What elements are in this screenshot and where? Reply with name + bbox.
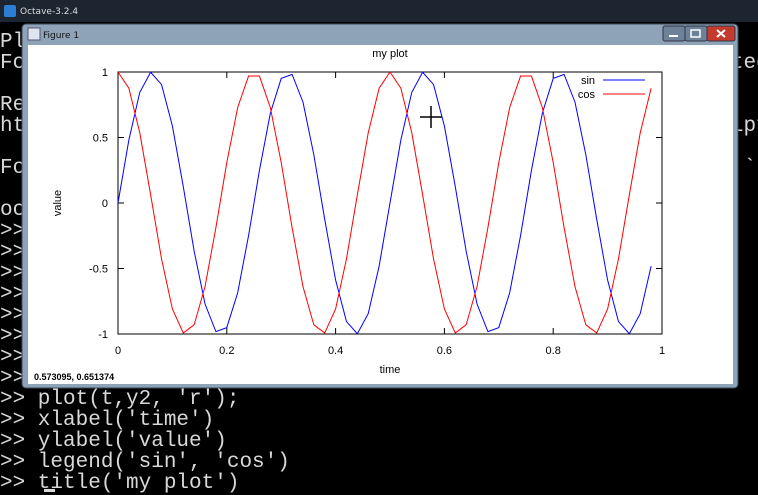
y-axis-label: value xyxy=(52,190,64,216)
terminal-line: >> xyxy=(0,283,25,306)
x-tick-label: 0.8 xyxy=(546,345,561,357)
legend-label: sin xyxy=(581,75,595,87)
status-text: 0.573095, 0.651374 xyxy=(34,372,114,382)
legend-label: cos xyxy=(578,89,596,101)
terminal-line: >> legend('sin', 'cos') xyxy=(0,451,290,474)
app-icon xyxy=(4,5,16,17)
x-tick-label: 0 xyxy=(115,345,121,357)
y-tick-label: -0.5 xyxy=(89,264,108,276)
y-tick-label: 0 xyxy=(102,198,108,210)
app-title-bar xyxy=(0,0,758,22)
close-icon xyxy=(716,29,726,38)
maximize-button[interactable] xyxy=(684,25,708,42)
terminal-line: >> xyxy=(0,325,25,348)
terminal-line: >> xyxy=(0,220,25,243)
terminal-line: >> title('my plot') xyxy=(0,472,239,495)
y-tick-label: 1 xyxy=(102,67,108,79)
plot: 0 0.2 0.4 0.6 0.8 1 -1 -0.5 0 0.5 1 sin cos xyxy=(89,67,665,357)
terminal-line: >> plot(t,y2, 'r'); xyxy=(0,388,239,411)
mouse-crosshair xyxy=(420,106,442,128)
y-tick-label: -1 xyxy=(98,329,108,341)
y-tick-label: 0.5 xyxy=(93,133,108,145)
x-axis-label: time xyxy=(380,364,401,376)
terminal-line: >> xyxy=(0,346,25,369)
x-tick-label: 0.4 xyxy=(328,345,343,357)
terminal-line: >> xyxy=(0,262,25,285)
chart-title: my plot xyxy=(372,48,407,60)
terminal-line: >> xlabel('time') xyxy=(0,409,214,432)
figure-canvas xyxy=(28,45,733,384)
minimize-button[interactable] xyxy=(662,25,686,42)
terminal-line: >> ylabel('value') xyxy=(0,430,227,453)
app-title: Octave-3.2.4 xyxy=(20,7,78,17)
figure-title: Figure 1 xyxy=(43,31,79,41)
x-tick-label: 0.2 xyxy=(219,345,234,357)
terminal-line: >> xyxy=(0,304,25,327)
text-cursor xyxy=(44,489,55,492)
series-line xyxy=(117,71,652,334)
x-tick-label: 1 xyxy=(659,345,665,357)
terminal-line: >> xyxy=(0,241,25,264)
maximize-icon xyxy=(690,29,701,38)
x-tick-label: 0.6 xyxy=(437,345,452,357)
terminal-line: >> xyxy=(0,367,25,390)
series-line xyxy=(117,71,652,335)
figure-icon xyxy=(27,27,41,41)
